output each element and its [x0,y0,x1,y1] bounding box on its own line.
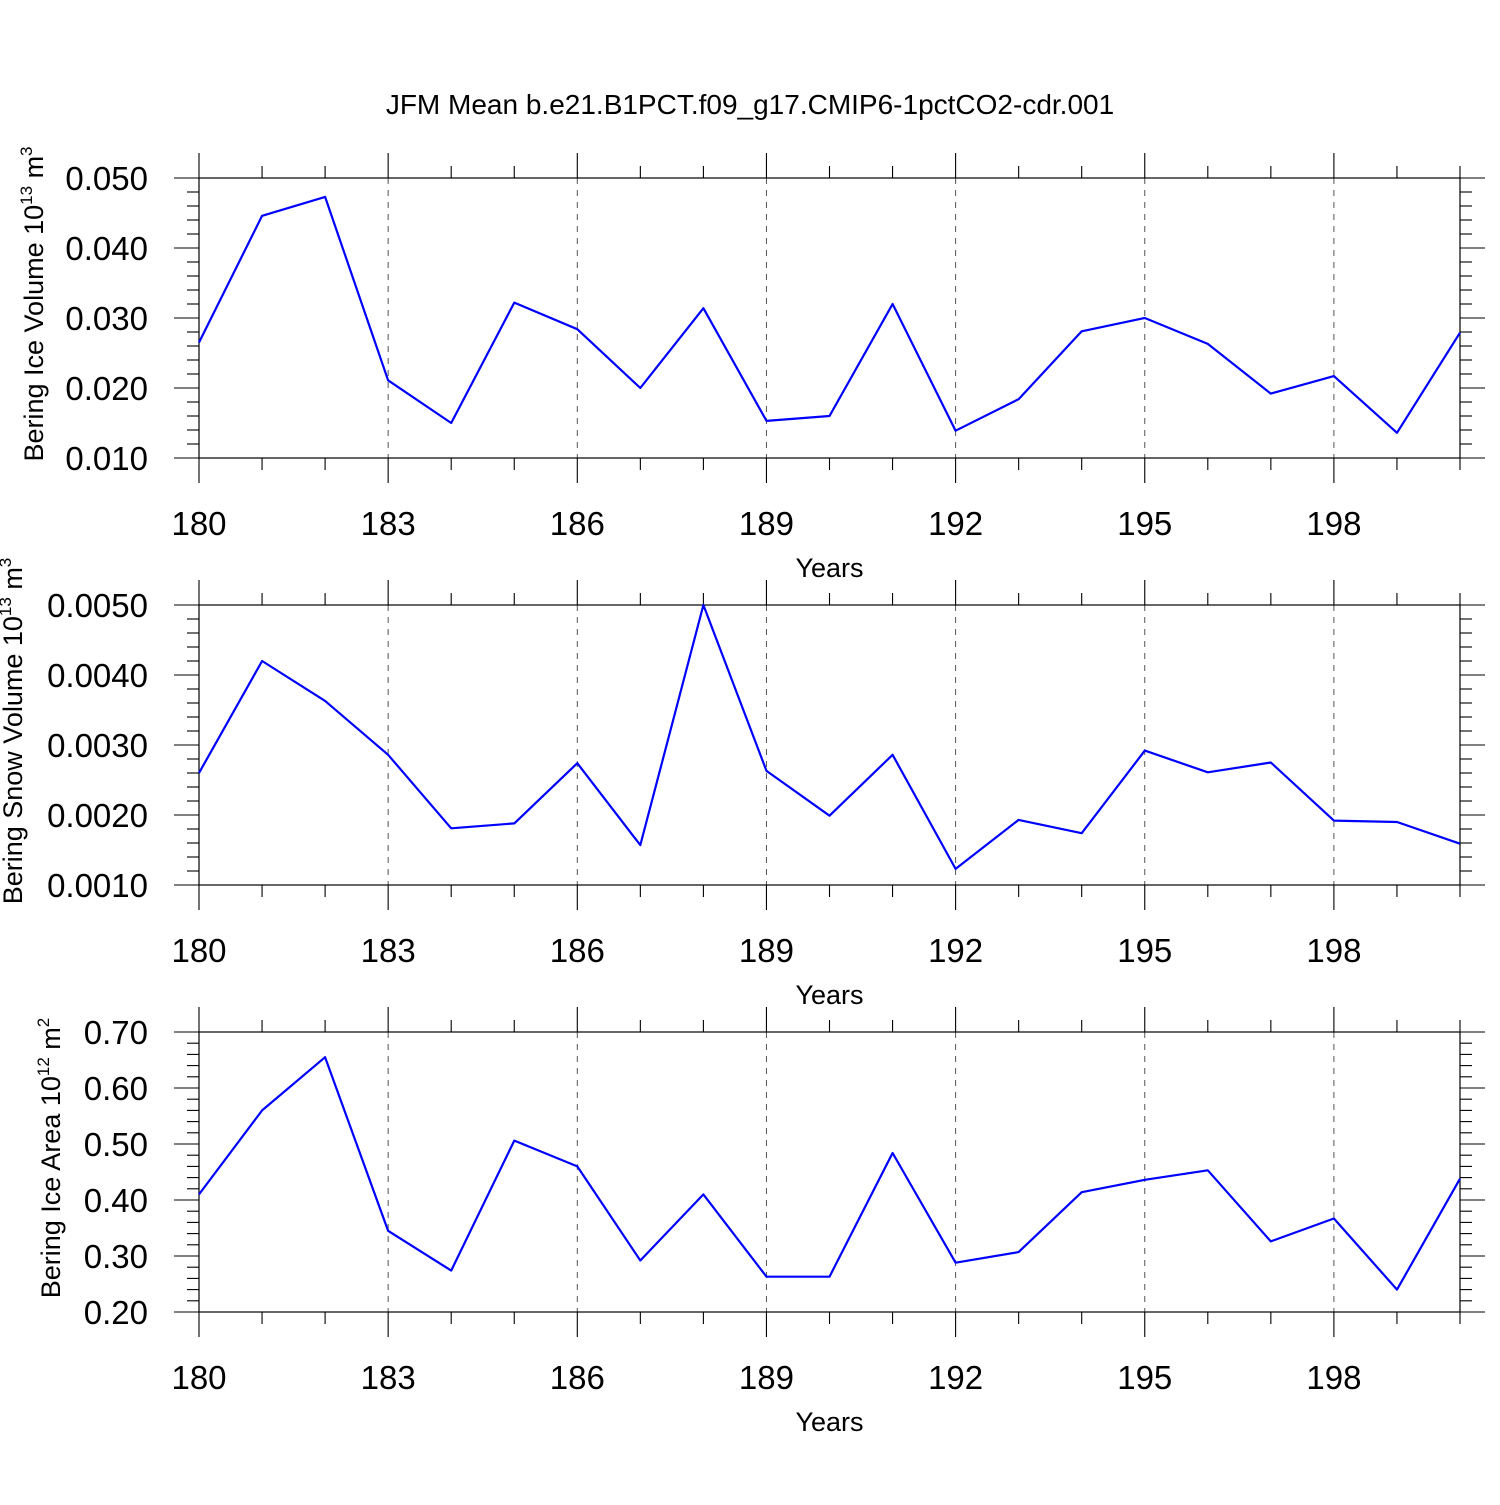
y-tick-label: 0.030 [65,300,148,337]
x-tick-label: 189 [739,1359,794,1396]
y-tick-label: 0.20 [84,1294,148,1331]
y-tick-label: 0.020 [65,370,148,407]
data-series-line [198,1056,1461,1291]
y-axis-label-superscript: 3 [0,558,15,567]
data-series-line [198,603,1461,871]
y-tick-label: 0.30 [84,1238,148,1275]
y-axis-label-superscript: 13 [17,186,36,205]
data-series-line [198,195,1461,434]
y-axis-label-text: m [36,1027,66,1057]
x-tick-label: 183 [361,505,416,542]
x-axis-label: Years [795,1407,863,1437]
y-tick-label: 0.40 [84,1182,148,1219]
x-tick-label: 186 [550,1359,605,1396]
x-tick-label: 198 [1306,932,1361,969]
y-tick-label: 0.0050 [47,587,148,624]
y-tick-label: 0.50 [84,1126,148,1163]
y-axis-label-text: m [19,156,49,186]
y-axis-label-superscript: 13 [0,597,15,616]
x-tick-label: 195 [1117,505,1172,542]
y-axis-label-text: m [0,567,28,597]
chart-panel-3: 180 183 186 189 192 195 198 0.20 0.30 0.40 0.50 0.6… [34,1007,1485,1437]
x-tick-label: 180 [171,505,226,542]
y-tick-label: 0.0030 [47,727,148,764]
y-tick-label: 0.70 [84,1014,148,1051]
x-axis-label: Years [795,553,863,583]
y-tick-label: 0.010 [65,440,148,477]
x-axis-label: Years [795,980,863,1010]
y-axis-label-text: Bering Ice Area 10 [36,1076,66,1298]
y-tick-label: 0.0020 [47,797,148,834]
x-tick-label: 192 [928,1359,983,1396]
x-tick-label: 195 [1117,1359,1172,1396]
y-axis-label-text: Bering Ice Volume 10 [19,205,49,462]
y-tick-label: 0.0010 [47,867,148,904]
y-axis-label: Bering Ice Area 1012 m2 [34,1018,66,1299]
chart-panel-2: 180 183 186 189 192 195 198 0.0010 0.0020 0.0030 0… [0,558,1485,1010]
y-tick-label: 0.040 [65,230,148,267]
chart-title: JFM Mean b.e21.B1PCT.f09_g17.CMIP6-1pctC… [386,89,1114,120]
x-tick-label: 186 [550,505,605,542]
y-axis-label-text: Bering Snow Volume 10 [0,616,28,904]
y-axis-label: Bering Snow Volume 1013 m3 [0,558,28,905]
x-tick-label: 198 [1306,505,1361,542]
y-tick-label: 0.0040 [47,657,148,694]
x-tick-label: 192 [928,932,983,969]
y-axis-label: Bering Ice Volume 1013 m3 [17,146,49,461]
y-tick-label: 0.60 [84,1070,148,1107]
x-tick-label: 198 [1306,1359,1361,1396]
y-tick-label: 0.050 [65,160,148,197]
x-tick-label: 195 [1117,932,1172,969]
x-tick-label: 180 [171,1359,226,1396]
y-axis-label-superscript: 2 [34,1018,53,1027]
x-tick-label: 192 [928,505,983,542]
x-tick-label: 189 [739,932,794,969]
x-tick-label: 189 [739,505,794,542]
y-axis-label-superscript: 12 [34,1057,53,1076]
chart-panel-1: 180 183 186 189 192 195 198 0.010 0.020 0.030 0.04… [17,146,1485,583]
x-tick-label: 183 [361,1359,416,1396]
y-axis-label-superscript: 3 [17,146,36,155]
x-tick-label: 183 [361,932,416,969]
x-tick-label: 186 [550,932,605,969]
x-tick-label: 180 [171,932,226,969]
